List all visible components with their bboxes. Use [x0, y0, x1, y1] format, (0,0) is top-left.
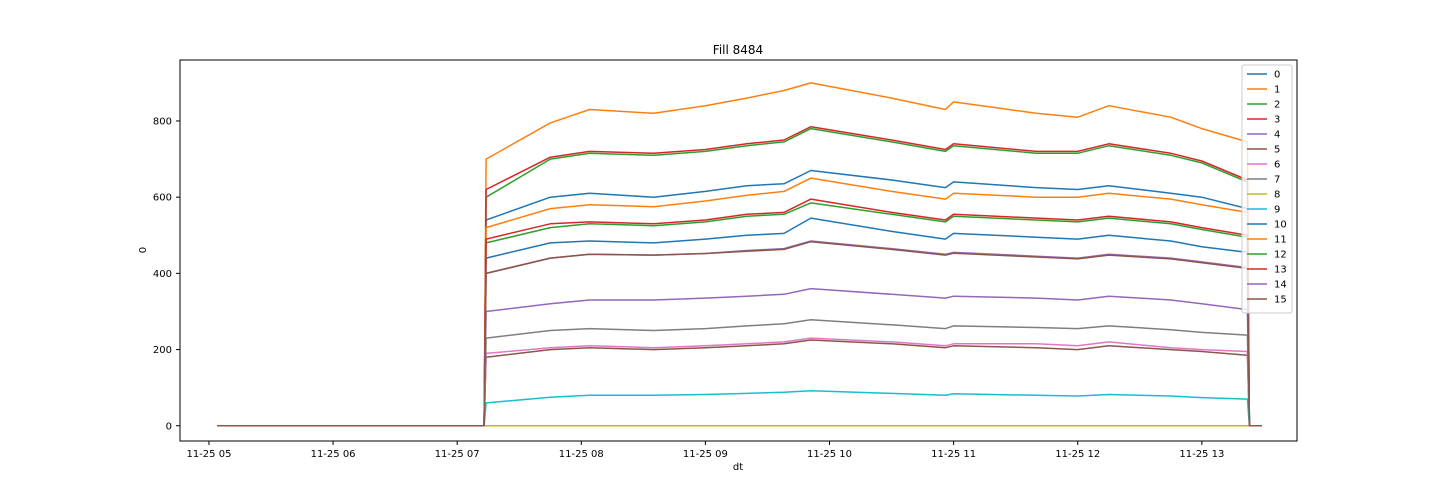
series-line-5: [217, 339, 1262, 427]
series-line-11: [217, 177, 1262, 427]
y-tick-label: 0: [166, 421, 172, 432]
x-tick-label: 11-25 07: [435, 449, 480, 460]
y-axis-label: 0: [138, 247, 149, 253]
plot-frame: [179, 59, 1298, 442]
series-line-4: [217, 287, 1262, 427]
series-line-1: [217, 82, 1262, 427]
series-line-12: [217, 202, 1262, 427]
x-tick-label: 11-25 08: [559, 449, 604, 460]
legend-label: 2: [1274, 100, 1280, 111]
y-tick-label: 600: [153, 193, 172, 204]
x-tick-label: 11-25 12: [1055, 449, 1100, 460]
legend-label: 8: [1274, 190, 1280, 201]
legend-label: 0: [1274, 70, 1280, 81]
series-line-6: [217, 337, 1262, 427]
x-tick-label: 11-25 05: [186, 449, 231, 460]
legend-label: 10: [1274, 220, 1287, 231]
legend-label: 12: [1274, 250, 1287, 261]
x-tick-label: 11-25 06: [311, 449, 356, 460]
series-line-9: [217, 389, 1262, 427]
legend-label: 7: [1274, 175, 1280, 186]
series-line-0: [217, 169, 1262, 427]
legend-label: 1: [1274, 85, 1280, 96]
series-line-13: [217, 198, 1262, 427]
legend-label: 3: [1274, 115, 1280, 126]
legend-label: 15: [1274, 295, 1287, 306]
y-tick-label: 400: [153, 269, 172, 280]
legend-label: 5: [1274, 145, 1280, 156]
x-tick-label: 11-25 10: [807, 449, 852, 460]
series-line-7: [217, 319, 1262, 427]
series-line-2: [217, 127, 1262, 427]
series-line-15: [217, 240, 1262, 427]
legend-box: [1241, 64, 1293, 314]
legend-label: 14: [1274, 280, 1287, 291]
y-axis: 0 200 400 600 800: [153, 116, 180, 432]
legend-label: 4: [1274, 130, 1280, 141]
legend-label: 9: [1274, 205, 1280, 216]
series-line-10: [217, 217, 1262, 427]
chart-title: Fill 8484: [713, 43, 763, 57]
series-lines: [217, 82, 1262, 427]
x-tick-label: 11-25 13: [1179, 449, 1224, 460]
legend-label: 11: [1274, 235, 1287, 246]
y-tick-label: 200: [153, 345, 172, 356]
x-axis: 11-25 05 11-25 06 11-25 07 11-25 08 11-25 09…: [186, 441, 1224, 460]
x-axis-label: dt: [733, 462, 743, 473]
x-tick-label: 11-25 11: [931, 449, 976, 460]
series-line-3: [217, 125, 1262, 427]
legend-label: 13: [1274, 265, 1287, 276]
legend-label: 6: [1274, 160, 1280, 171]
y-tick-label: 800: [153, 116, 172, 127]
x-tick-label: 11-25 09: [683, 449, 728, 460]
